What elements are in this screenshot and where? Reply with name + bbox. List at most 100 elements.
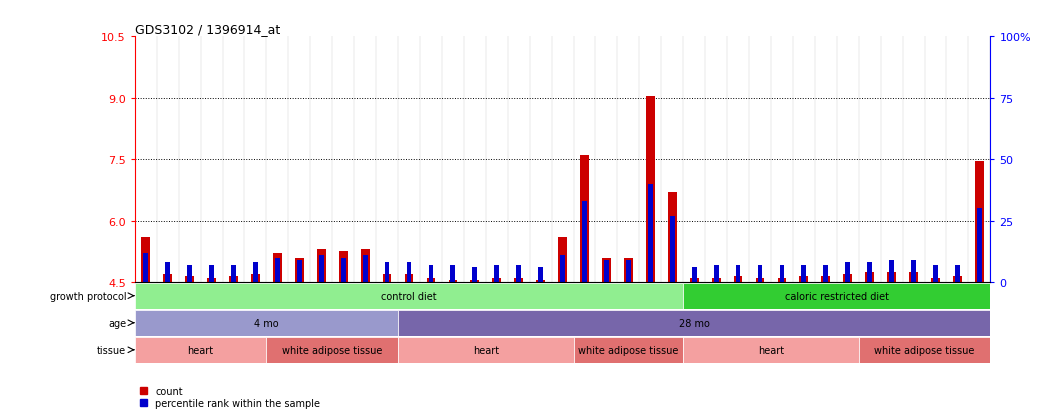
Text: white adipose tissue: white adipose tissue bbox=[282, 345, 383, 355]
Bar bbox=[339, 252, 347, 282]
Bar bbox=[626, 261, 630, 282]
Bar bbox=[953, 276, 961, 282]
Bar bbox=[407, 263, 412, 282]
Text: 28 mo: 28 mo bbox=[679, 318, 709, 328]
Bar bbox=[668, 192, 676, 282]
Bar bbox=[383, 274, 392, 282]
Bar bbox=[560, 256, 565, 282]
Text: 4 mo: 4 mo bbox=[254, 318, 279, 328]
Bar bbox=[363, 256, 367, 282]
Bar bbox=[514, 278, 523, 282]
FancyBboxPatch shape bbox=[135, 310, 398, 336]
Bar bbox=[604, 261, 609, 282]
Bar bbox=[275, 258, 280, 282]
Bar bbox=[385, 263, 390, 282]
Bar bbox=[471, 280, 479, 282]
Text: heart: heart bbox=[758, 345, 784, 355]
Bar bbox=[912, 261, 916, 282]
Bar bbox=[450, 265, 455, 282]
FancyBboxPatch shape bbox=[135, 337, 267, 363]
Bar bbox=[711, 278, 721, 282]
Text: white adipose tissue: white adipose tissue bbox=[874, 345, 975, 355]
Bar bbox=[670, 216, 675, 282]
FancyBboxPatch shape bbox=[573, 337, 683, 363]
Bar bbox=[428, 265, 433, 282]
Bar bbox=[207, 278, 216, 282]
Bar bbox=[692, 268, 697, 282]
Bar bbox=[143, 253, 148, 282]
Bar bbox=[865, 272, 874, 282]
FancyBboxPatch shape bbox=[683, 337, 859, 363]
Bar bbox=[473, 268, 477, 282]
Bar bbox=[538, 268, 543, 282]
Bar bbox=[229, 276, 237, 282]
Bar bbox=[802, 265, 807, 282]
Bar bbox=[909, 272, 918, 282]
FancyBboxPatch shape bbox=[267, 337, 398, 363]
Bar bbox=[141, 237, 150, 282]
Bar bbox=[251, 274, 260, 282]
Bar bbox=[624, 258, 633, 282]
Bar bbox=[955, 265, 960, 282]
Bar bbox=[317, 250, 326, 282]
Text: white adipose tissue: white adipose tissue bbox=[579, 345, 678, 355]
FancyBboxPatch shape bbox=[398, 337, 573, 363]
Bar bbox=[297, 261, 302, 282]
Bar bbox=[756, 278, 764, 282]
Bar bbox=[295, 258, 304, 282]
Bar bbox=[713, 265, 719, 282]
Bar bbox=[361, 250, 369, 282]
Bar bbox=[975, 162, 984, 282]
Legend: count, percentile rank within the sample: count, percentile rank within the sample bbox=[140, 386, 320, 408]
Text: control diet: control diet bbox=[382, 291, 437, 301]
Bar bbox=[318, 256, 324, 282]
Bar bbox=[845, 263, 850, 282]
Bar bbox=[843, 274, 852, 282]
Bar bbox=[582, 202, 587, 282]
Bar bbox=[186, 276, 194, 282]
Bar bbox=[690, 278, 699, 282]
FancyBboxPatch shape bbox=[683, 283, 990, 309]
Text: caloric restricted diet: caloric restricted diet bbox=[785, 291, 889, 301]
Bar bbox=[209, 265, 214, 282]
Bar bbox=[931, 278, 940, 282]
Bar bbox=[164, 274, 172, 282]
Text: GDS3102 / 1396914_at: GDS3102 / 1396914_at bbox=[135, 23, 280, 36]
Bar bbox=[778, 278, 786, 282]
Bar bbox=[646, 97, 654, 282]
Bar bbox=[780, 265, 784, 282]
Bar bbox=[448, 280, 457, 282]
Bar bbox=[165, 263, 170, 282]
Bar bbox=[977, 209, 982, 282]
Bar bbox=[558, 237, 567, 282]
Text: heart: heart bbox=[188, 345, 214, 355]
Bar bbox=[341, 258, 345, 282]
Bar bbox=[602, 258, 611, 282]
Bar bbox=[495, 265, 499, 282]
Bar bbox=[888, 272, 896, 282]
Bar bbox=[536, 280, 545, 282]
Text: heart: heart bbox=[473, 345, 499, 355]
Bar bbox=[735, 265, 740, 282]
Bar bbox=[867, 263, 872, 282]
Bar bbox=[933, 265, 937, 282]
FancyBboxPatch shape bbox=[398, 310, 990, 336]
Bar bbox=[734, 276, 742, 282]
Bar bbox=[889, 261, 894, 282]
Bar bbox=[516, 265, 522, 282]
Bar bbox=[758, 265, 762, 282]
Bar bbox=[253, 263, 258, 282]
Bar bbox=[273, 254, 282, 282]
Bar bbox=[404, 274, 414, 282]
Bar bbox=[821, 276, 831, 282]
Bar bbox=[426, 278, 436, 282]
FancyBboxPatch shape bbox=[135, 283, 683, 309]
Bar bbox=[493, 278, 501, 282]
Bar bbox=[823, 265, 829, 282]
Bar bbox=[580, 156, 589, 282]
Bar bbox=[188, 265, 192, 282]
Bar bbox=[800, 276, 808, 282]
Text: age: age bbox=[108, 318, 127, 328]
Bar bbox=[648, 184, 652, 282]
Text: growth protocol: growth protocol bbox=[50, 291, 127, 301]
